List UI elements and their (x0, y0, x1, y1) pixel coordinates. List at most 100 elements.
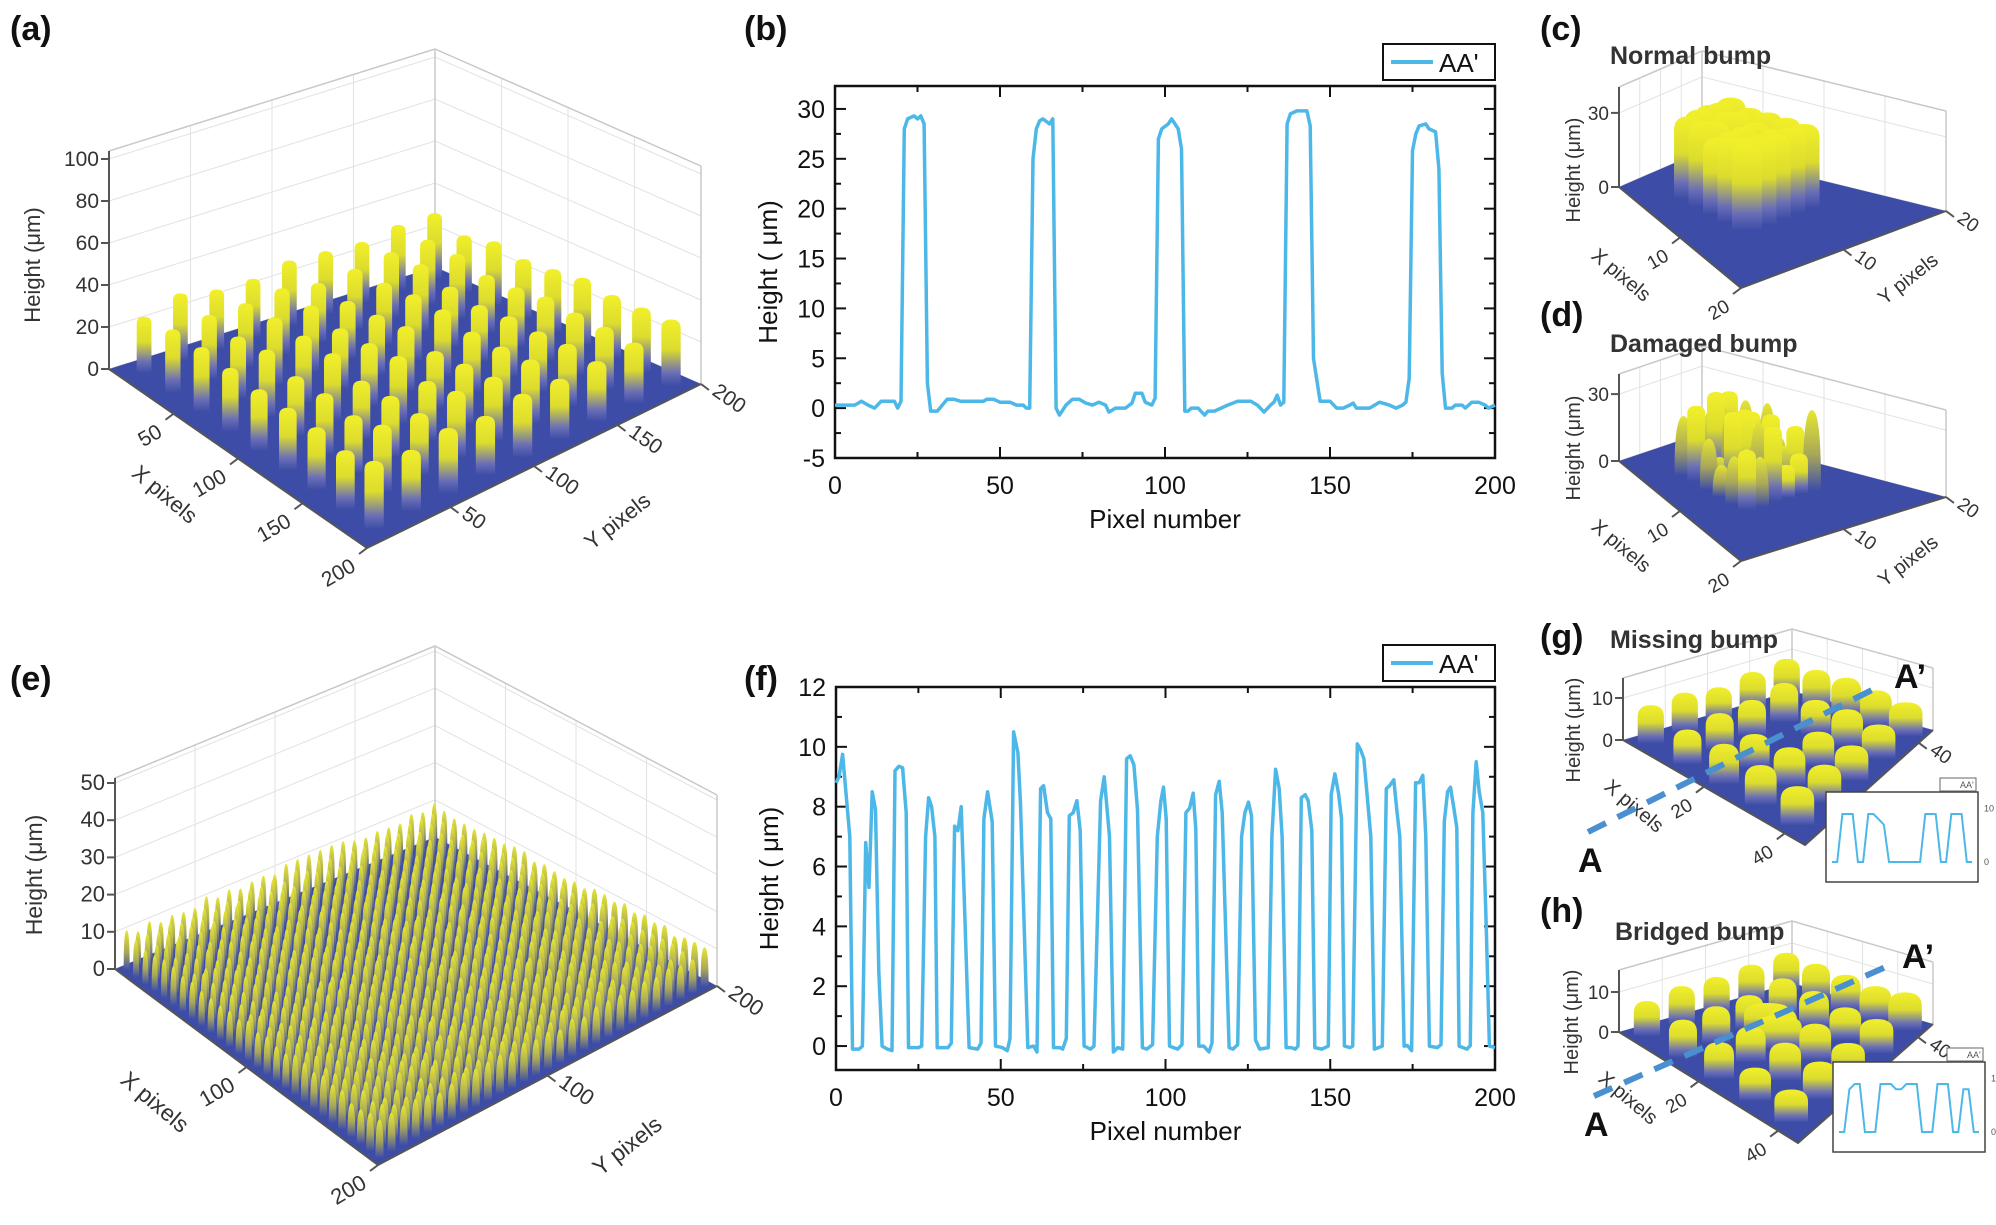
surface-bump (624, 342, 644, 405)
y-tick-label: 10 (1851, 526, 1880, 555)
surface-bump (198, 990, 205, 1026)
surface-bump (495, 1054, 504, 1095)
y-tick-mark (1945, 210, 1955, 218)
x-tick-mark (1769, 1129, 1779, 1138)
panel-title: Normal bump (1610, 42, 1771, 70)
surface-bump (310, 1071, 318, 1109)
surface-bump (483, 1061, 492, 1101)
wall-gridline (108, 98, 702, 217)
y-tick-mark (716, 985, 726, 993)
surface-bump (628, 989, 637, 1025)
surface-bump (1802, 669, 1831, 709)
surface-bump (544, 1031, 553, 1069)
z-axis-label: Height (μm) (1563, 118, 1585, 223)
z-tick-label: 60 (76, 232, 99, 255)
inset-legend-label: AA' (1960, 780, 1974, 790)
y-tick-label: 15 (797, 246, 825, 274)
inset-legend-box (1939, 777, 1977, 792)
surface-bump (300, 1062, 309, 1103)
surface-bump (1737, 450, 1756, 511)
z-axis-label: Height (μm) (21, 815, 47, 936)
surface-bump (328, 1084, 337, 1123)
surface-bump (1699, 438, 1718, 490)
panel-label-f: (f) (744, 660, 778, 698)
z-tick-label: 30 (81, 844, 105, 869)
surface-bump (604, 1000, 613, 1038)
surface-bump (244, 1020, 252, 1061)
inset-y-tick-label: 0 (1984, 857, 1989, 867)
surface-bump (207, 998, 215, 1033)
surface-bump (550, 378, 570, 440)
surface-bump (1774, 1089, 1809, 1123)
surface-bump (471, 1068, 480, 1107)
floor-axes (1622, 729, 1934, 847)
surface-bump (347, 1103, 356, 1137)
surface-bump (1859, 986, 1892, 1022)
panel-label-c: (c) (1540, 10, 1582, 48)
z-tick-label: 0 (1602, 731, 1613, 752)
surface-bump (1668, 986, 1695, 1026)
z-tick-label: 100 (64, 148, 99, 171)
x-tick-mark (237, 1066, 248, 1074)
surface-bump (1739, 1067, 1772, 1102)
x-tick-label: 200 (318, 554, 360, 591)
y-tick-label: 10 (1851, 246, 1880, 275)
surface-bump (1704, 1042, 1735, 1080)
y-tick-label: 20 (1953, 208, 1982, 237)
surface-bump (1834, 745, 1869, 782)
x-tick-label: 150 (253, 510, 295, 547)
x-tick-mark (1732, 560, 1742, 568)
z-tick-label: 30 (1588, 104, 1609, 125)
x-tick-label: 150 (1309, 472, 1351, 500)
panel-label-b: (b) (744, 10, 787, 48)
surface-bump (507, 1051, 516, 1088)
inset-profile-chart: AA' 10 0 (1832, 1047, 1996, 1153)
surface-bump (1637, 705, 1664, 745)
y-tick-label: 0 (812, 1033, 826, 1061)
surface-plot-3: 0 30 10 20 10 20 Height (μm)X pixels Y pixels Da… (1563, 330, 1982, 598)
z-tick-label: 80 (76, 190, 99, 213)
surface-bump (1703, 976, 1730, 1015)
z-tick-label: 50 (81, 770, 105, 795)
x-tick-mark (1732, 287, 1742, 295)
section-label-a: A (1584, 1106, 1609, 1144)
inset-y-tick-label: 10 (1984, 804, 1994, 814)
x-tick-label: 100 (189, 465, 231, 502)
surface-bump (519, 1042, 528, 1082)
x-tick-label: 200 (1474, 472, 1516, 500)
surface-bump (1738, 964, 1765, 1003)
surface-plot-4: 0 10 20 30 40 50 100 200 100 200 Height (μm) X pixe… (21, 645, 769, 1210)
panel-title: Bridged bump (1615, 918, 1784, 946)
surface-plot-2: 0 30 10 20 10 20 Height (μm)X pixels Y pixels No… (1563, 42, 1982, 325)
section-line-aa (1592, 963, 1890, 1099)
y-tick-label: 12 (798, 674, 826, 702)
surface-bump (532, 1039, 541, 1076)
surface-bump (1744, 764, 1777, 806)
surface-bump (1888, 992, 1922, 1032)
x-tick-mark (229, 457, 239, 466)
wall-gridline (114, 687, 718, 838)
inset-frame (1832, 1061, 1986, 1153)
z-tick-label: 30 (1588, 385, 1609, 406)
x-tick-label: 40 (1742, 1139, 1771, 1168)
surface-bump (1673, 729, 1702, 765)
surface-bump (568, 1018, 577, 1057)
surface-bump (1861, 724, 1896, 760)
line-chart-5: 0 50 100 150 200 0 2 4 6 8 10 12 Pixel number Height … (754, 644, 1516, 1146)
z-tick-label: 10 (1592, 689, 1613, 710)
surface-bump (459, 1072, 468, 1114)
surface-bump (193, 347, 210, 413)
surface-bump (279, 407, 297, 471)
x-axis-label: X pixels (116, 1066, 194, 1138)
x-tick-label: 50 (134, 420, 166, 452)
y-axis-label: Y pixels (1874, 531, 1942, 591)
y-tick-label: 4 (812, 913, 826, 941)
panel-title: Missing bump (1610, 626, 1778, 654)
y-tick-label: -5 (803, 445, 825, 473)
x-tick-mark (1695, 785, 1705, 794)
surface-bump (435, 1092, 444, 1126)
inset-profile-line (1839, 1083, 1979, 1133)
surface-bump (151, 955, 158, 992)
surface-bump (1671, 692, 1698, 733)
